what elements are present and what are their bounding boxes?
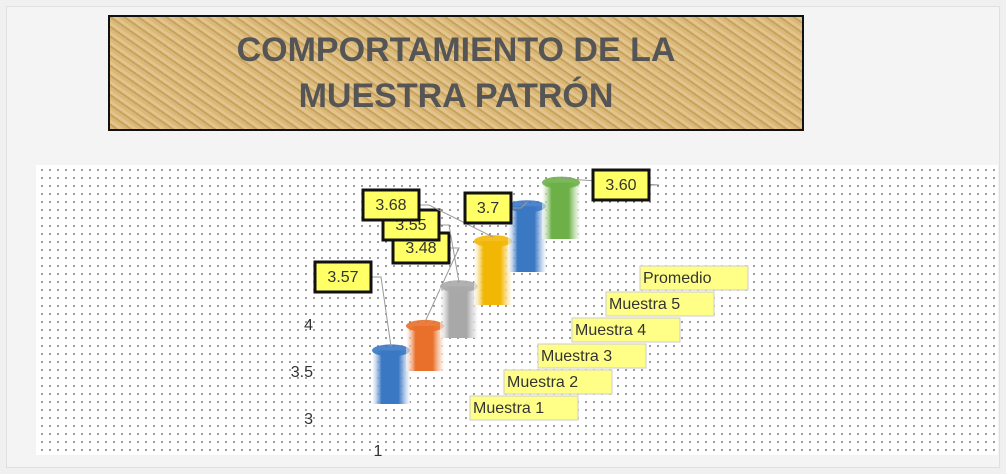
data-label: 3.48 xyxy=(405,240,436,257)
series-label: Muestra 1 xyxy=(473,400,544,417)
cylinder-top xyxy=(372,344,410,357)
chart-title: COMPORTAMIENTO DE LA MUESTRA PATRÓN xyxy=(108,15,804,131)
cylinder xyxy=(372,350,410,404)
y-tick-label: 3.5 xyxy=(291,364,313,381)
series-label-box xyxy=(503,369,613,395)
data-label-box xyxy=(361,188,421,222)
cylinder-top xyxy=(542,176,580,189)
series-label-box xyxy=(469,395,579,421)
cylinder xyxy=(406,325,444,371)
series-label: Muestra 3 xyxy=(541,348,612,365)
cylinder xyxy=(508,206,546,272)
series-label: Promedio xyxy=(643,270,712,287)
cylinder xyxy=(542,182,580,239)
data-label-box xyxy=(591,168,651,202)
data-label: 3.7 xyxy=(477,200,499,217)
series-label: Muestra 4 xyxy=(575,322,646,339)
leader-line xyxy=(439,224,460,283)
series-label-box xyxy=(605,291,715,317)
cylinder-top xyxy=(440,280,478,293)
data-label: 3.68 xyxy=(375,197,406,214)
leader-line xyxy=(511,201,528,209)
data-label-box xyxy=(313,260,373,294)
leader-line xyxy=(371,276,392,347)
leader-line xyxy=(419,204,494,238)
y-tick-label: 3 xyxy=(304,411,313,428)
cylinder-top xyxy=(508,200,546,213)
series-label: Muestra 2 xyxy=(507,374,578,391)
series-label-box xyxy=(571,317,681,343)
cylinder xyxy=(440,286,478,338)
cylinder-top xyxy=(406,319,444,332)
cylinder-top xyxy=(474,235,512,248)
series-label: Muestra 5 xyxy=(609,296,680,313)
data-label: 3.60 xyxy=(605,177,636,194)
data-label-box xyxy=(463,191,513,225)
y-tick-label: 4 xyxy=(304,317,313,334)
series-label-box xyxy=(639,265,749,291)
series-label-box xyxy=(537,343,647,369)
leader-line xyxy=(424,247,460,323)
x-tick-label: 1 xyxy=(374,443,383,460)
data-label: 3.57 xyxy=(327,269,358,286)
cylinder xyxy=(474,241,512,305)
